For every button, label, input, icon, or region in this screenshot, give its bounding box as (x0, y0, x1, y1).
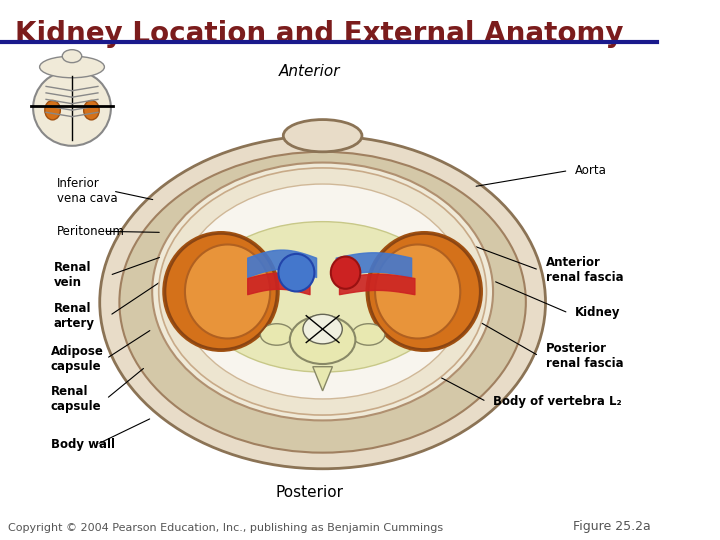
Text: Kidney: Kidney (575, 307, 621, 320)
Ellipse shape (33, 70, 111, 146)
Text: Aorta: Aorta (575, 164, 607, 177)
Text: Renal
capsule: Renal capsule (50, 385, 102, 413)
Text: Posterior
renal fascia: Posterior renal fascia (546, 342, 623, 370)
Ellipse shape (45, 100, 60, 120)
Text: Kidney Location and External Anatomy: Kidney Location and External Anatomy (14, 20, 623, 48)
Ellipse shape (198, 221, 447, 372)
Polygon shape (312, 367, 333, 391)
Ellipse shape (352, 323, 385, 345)
Text: Body of vertebra L₂: Body of vertebra L₂ (493, 395, 621, 408)
Text: Anterior: Anterior (279, 64, 341, 79)
Ellipse shape (84, 100, 99, 120)
Ellipse shape (330, 256, 360, 289)
Ellipse shape (179, 184, 467, 399)
Text: Renal
vein: Renal vein (54, 261, 91, 289)
Ellipse shape (152, 163, 493, 421)
Text: Posterior: Posterior (276, 485, 343, 501)
Ellipse shape (261, 323, 293, 345)
Ellipse shape (158, 168, 487, 415)
Text: Adipose
capsule: Adipose capsule (50, 345, 104, 373)
Text: Inferior
vena cava: Inferior vena cava (57, 177, 118, 205)
Ellipse shape (283, 119, 362, 152)
Ellipse shape (279, 254, 315, 292)
Ellipse shape (185, 245, 270, 339)
Ellipse shape (303, 314, 342, 344)
Ellipse shape (40, 56, 104, 78)
Text: Copyright © 2004 Pearson Education, Inc., publishing as Benjamin Cummings: Copyright © 2004 Pearson Education, Inc.… (8, 523, 443, 533)
Text: Renal
artery: Renal artery (54, 302, 95, 329)
Text: Anterior
renal fascia: Anterior renal fascia (546, 256, 623, 284)
Text: Figure 25.2a: Figure 25.2a (572, 520, 650, 533)
Text: Peritoneal
cavity: Peritoneal cavity (269, 217, 350, 247)
Ellipse shape (375, 245, 460, 339)
Ellipse shape (367, 232, 482, 350)
Ellipse shape (120, 152, 526, 453)
Ellipse shape (63, 50, 82, 63)
Ellipse shape (290, 316, 356, 364)
Text: Body wall: Body wall (50, 438, 114, 451)
Ellipse shape (100, 136, 546, 469)
Ellipse shape (163, 232, 279, 350)
Text: Peritoneum: Peritoneum (57, 225, 125, 238)
